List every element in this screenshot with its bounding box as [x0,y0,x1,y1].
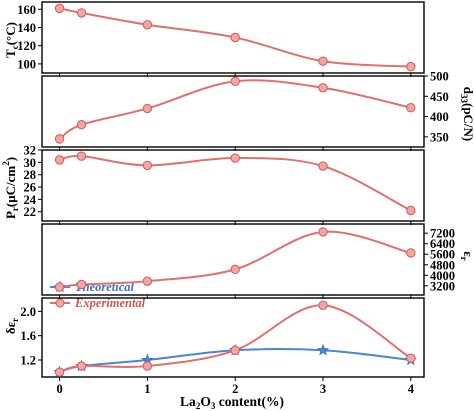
data-point-circle [76,361,87,371]
data-point-circle [318,83,328,93]
panel-d33: 350 400 450 500 [41,70,449,151]
y-tick-label-d33: 500 [430,70,449,84]
y-tick-label-pr: 28 [24,168,37,182]
data-point-circle [142,20,153,30]
panel-der: 1.2 1.6 2.0 [20,297,425,381]
data-point-circle [406,205,416,216]
x-tick-label: 3 [320,382,326,396]
tc-axis-label-unit: (°C) [3,22,18,45]
y-tick-label-d33: 450 [430,90,449,104]
x-tick-label: 4 [408,382,415,396]
data-point-circle [54,282,65,292]
data-point-circle [54,367,65,377]
der-axis-label: δεr [3,318,20,334]
data-point-circle [406,353,416,363]
y-tick-label-tc: 140 [17,21,36,35]
y-tick-label-er: 4800 [430,258,455,272]
data-point-circle [318,300,328,310]
x-axis-label-sub1: 2 [196,401,201,411]
tc-axis-label-sub: c [10,45,20,49]
x-axis-label-mid: O [200,394,211,409]
y-tick-label-der: 2.0 [20,305,36,319]
x-axis-label-end: content(%) [215,394,284,409]
series-line-d33-0 [58,79,412,140]
y-tick-label-er: 6400 [430,237,455,251]
y-tick-label-d33: 350 [430,130,449,144]
der-axis-label-sub: r [10,318,20,322]
y-tick-label-er: 5600 [430,248,455,262]
pr-axis-label-close: ) [3,157,18,161]
data-point-circle [142,361,153,371]
er-axis-label: εr [459,251,474,261]
panel-frame-pr [41,149,425,222]
legend-circle-marker [55,298,65,308]
data-point-circle [406,61,416,72]
data-point-circle [54,3,65,14]
data-point-circle [76,8,87,18]
x-tick-label: 1 [144,382,150,396]
data-point-circle [76,279,87,290]
d33-axis-label-unit: (pC/N) [461,103,474,141]
legend-label-experimental: Experimental [74,296,146,310]
data-point-circle [406,248,416,258]
data-point-circle [142,276,153,286]
data-point-circle [318,227,328,237]
panel-tc: 100 120 140 160 [17,1,425,77]
data-point-circle [76,119,87,130]
data-point-circle [76,151,87,161]
data-point-circle [406,102,416,113]
er-axis-label-sub: r [459,257,469,261]
data-point-circle [54,134,65,144]
tc-axis-label: Tc(°C) [3,22,20,58]
panels-layer: 1001201401603504004505002224262830323200… [17,1,455,396]
y-tick-label-er: 7200 [430,227,455,241]
y-tick-label-er: 4000 [430,269,455,283]
data-point-circle [54,155,65,165]
data-point-circle [230,32,240,43]
pr-axis-label: Pr(μC/cm2) [1,157,20,219]
d33-axis-label-sub: 33 [459,94,469,104]
panel-frame-tc [41,1,425,74]
series-line-er-0 [59,230,412,289]
series-line-pr-0 [59,155,412,212]
x-axis-label: La2O3 content(%) [180,394,284,411]
pr-axis-label-sub: r [10,207,20,211]
y-tick-label-pr: 30 [24,156,37,170]
data-point-circle [318,56,328,66]
y-tick-label-tc: 120 [17,39,36,53]
legend-item-experimental: Experimental [50,296,146,310]
data-point-circle [230,76,240,86]
data-point-circle [142,103,153,114]
d33-axis-label: d33(pC/N) [459,87,474,142]
pr-axis-label-unit: (μC/cm [3,166,18,207]
y-tick-label-tc: 100 [17,57,36,71]
y-tick-label-d33: 400 [430,110,449,124]
x-tick-label: 2 [232,382,238,396]
y-tick-label-pr: 26 [24,181,37,195]
y-tick-label-er: 3200 [430,279,455,293]
y-tick-label-der: 1.2 [20,353,36,367]
data-point-circle [142,160,153,171]
panel-frame-d33 [41,75,425,148]
y-tick-label-der: 1.6 [20,329,36,343]
data-point-circle [230,153,240,163]
x-tick-label: 0 [56,382,62,396]
y-tick-label-pr: 32 [24,144,37,158]
data-point-star [316,343,330,356]
pr-axis-label-sup: 2 [1,161,11,166]
y-tick-label-pr: 24 [24,193,37,207]
data-point-circle [230,345,240,355]
data-point-circle [230,264,240,275]
y-tick-label-tc: 160 [17,3,36,17]
x-axis-label-sub2: 3 [211,401,216,411]
y-tick-label-pr: 22 [24,205,37,219]
data-point-circle [318,161,328,171]
panel-frame-er [41,223,425,296]
panel-frame-der [41,297,425,378]
